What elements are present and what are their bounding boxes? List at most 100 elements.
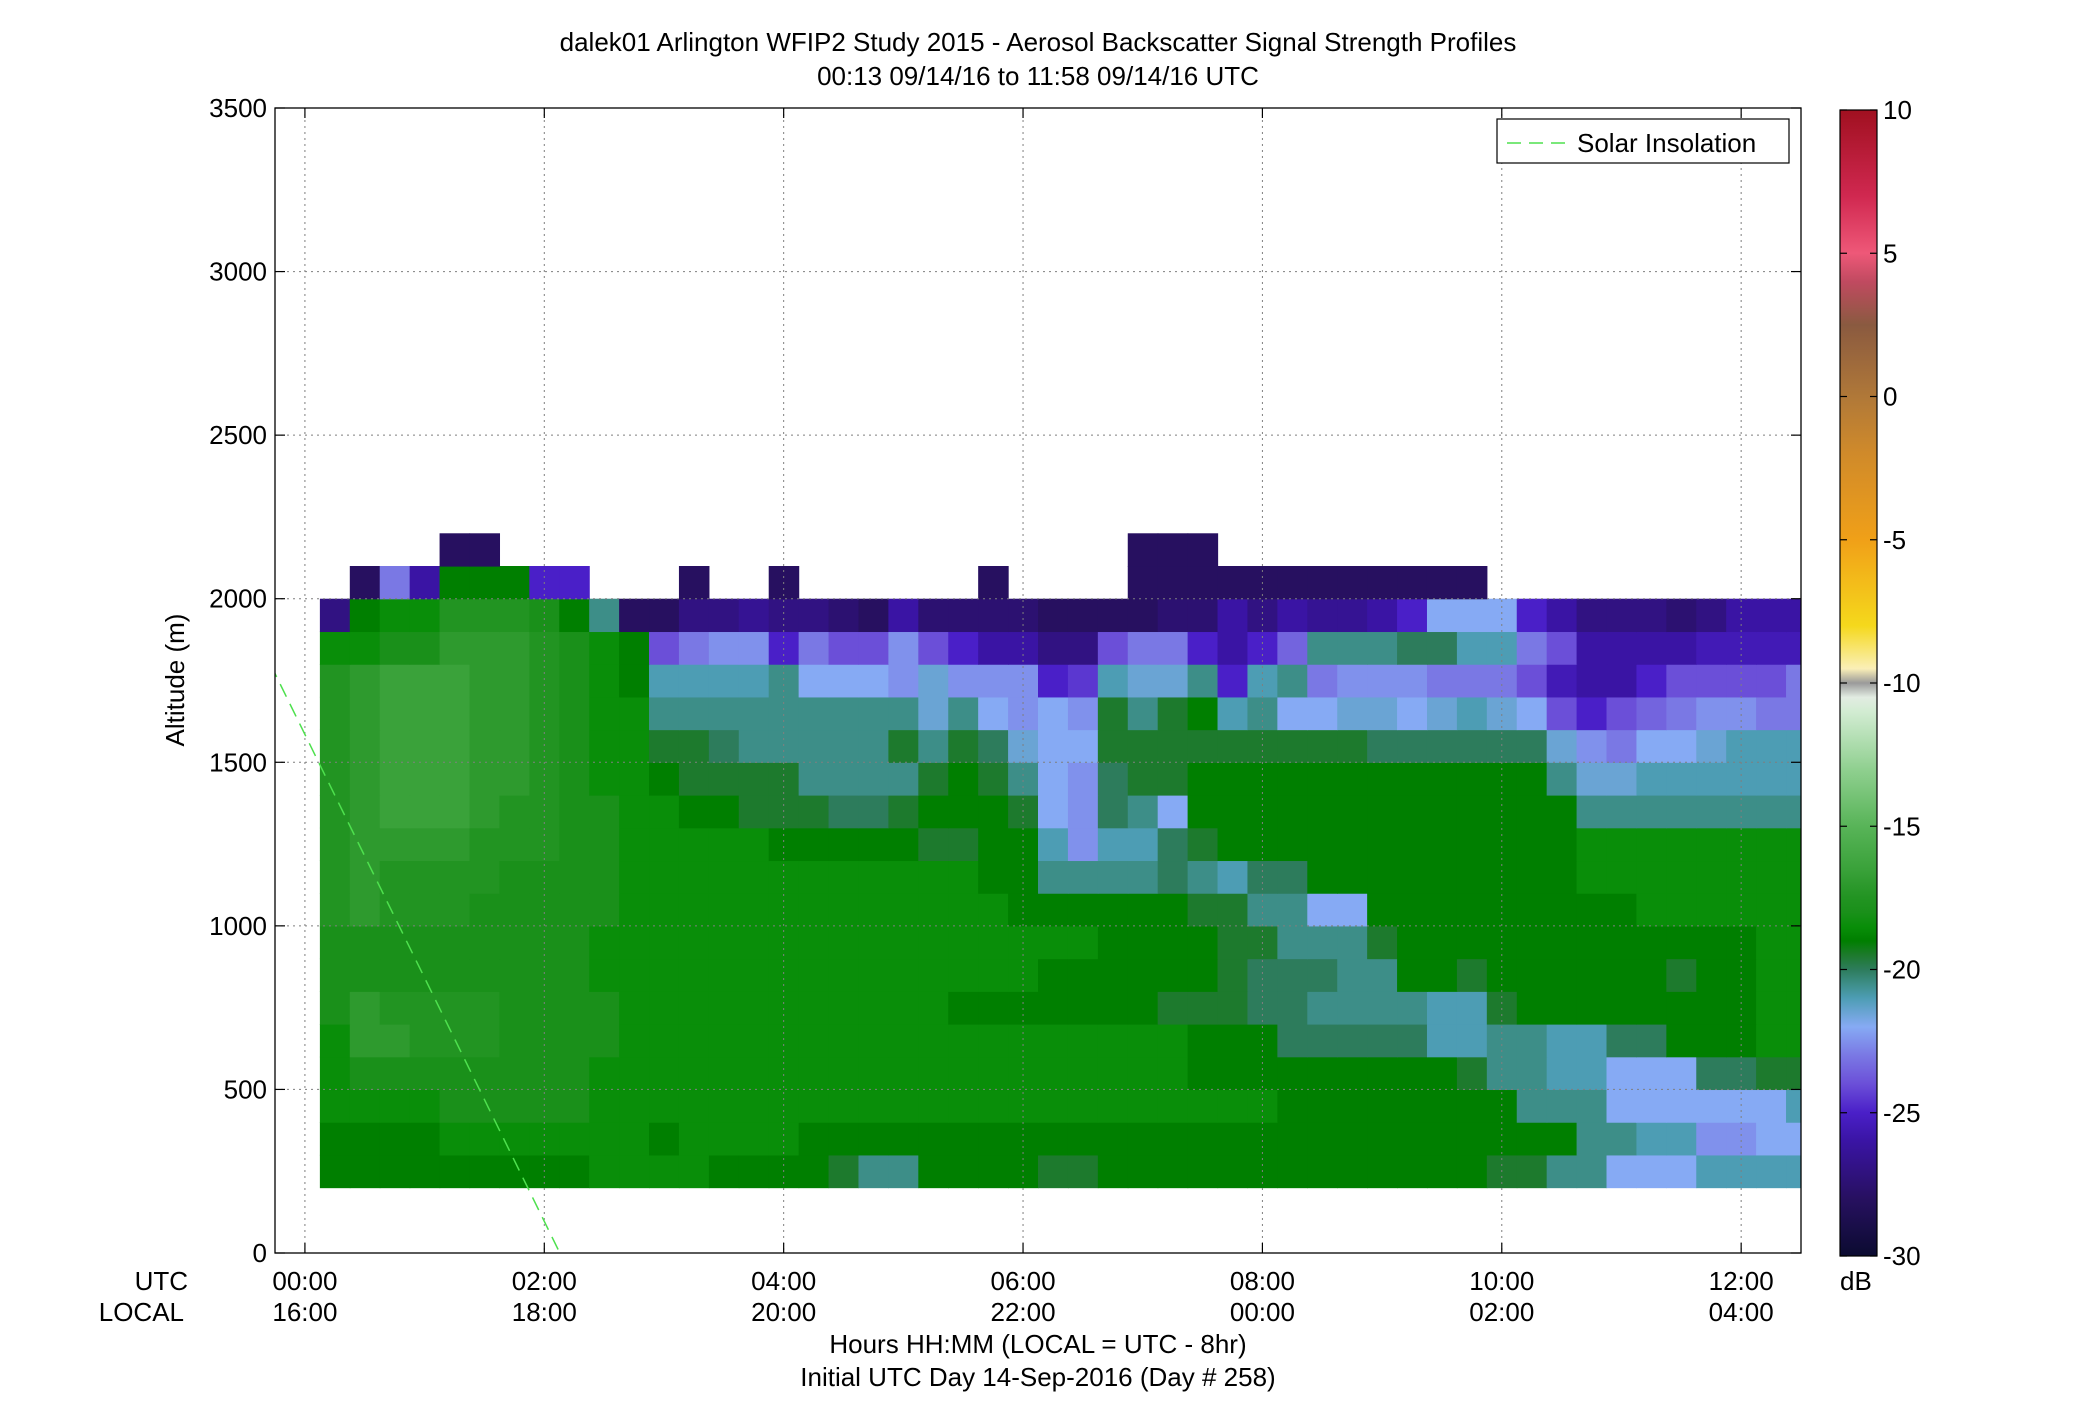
y-tick-label: 2500: [209, 420, 267, 450]
heatmap-cell: [1277, 762, 1308, 796]
heatmap-cell: [1456, 795, 1488, 829]
heatmap-cell: [1367, 566, 1398, 600]
heatmap-cell: [439, 729, 471, 763]
heatmap-cell: [828, 1122, 860, 1156]
x-tick-label-utc: 08:00: [1230, 1266, 1295, 1296]
heatmap-cell: [1546, 1089, 1578, 1123]
heatmap-cell: [1516, 795, 1548, 829]
heatmap-cell: [1127, 1122, 1159, 1156]
heatmap-cell: [978, 696, 1009, 731]
heatmap-cell: [619, 925, 650, 960]
heatmap-cell: [1337, 762, 1368, 796]
heatmap-cell: [1277, 598, 1308, 633]
heatmap-cell: [1546, 696, 1578, 731]
heatmap-cell: [1247, 762, 1278, 796]
heatmap-cell: [1277, 1089, 1308, 1123]
heatmap-cell: [1157, 958, 1189, 992]
heatmap-cell: [1995, 664, 2026, 697]
heatmap-cell: [1097, 1089, 1129, 1123]
heatmap-cell: [1187, 925, 1219, 960]
heatmap-cell: [1995, 762, 2026, 795]
heatmap-cell: [1516, 598, 1548, 633]
heatmap-cell: [888, 958, 919, 992]
heatmap-cell: [708, 729, 740, 763]
x-tick-label-utc: 12:00: [1709, 1266, 1774, 1296]
heatmap-cell: [1546, 1056, 1578, 1091]
heatmap-cell: [2055, 926, 2086, 959]
heatmap-cell: [1726, 664, 1757, 698]
heatmap-cell: [858, 1154, 889, 1189]
heatmap-cell: [1516, 1089, 1548, 1123]
x-tick-label-local: 04:00: [1709, 1297, 1774, 1327]
heatmap-cell: [1337, 664, 1368, 698]
heatmap-cell: [798, 762, 830, 796]
heatmap-cell: [1486, 762, 1518, 796]
heatmap-cell: [1397, 893, 1428, 927]
heatmap-cell: [1067, 991, 1099, 1025]
heatmap-cell: [589, 762, 620, 796]
heatmap-cell: [499, 1089, 530, 1123]
heatmap-cell: [529, 1056, 560, 1091]
heatmap-cell: [708, 925, 740, 960]
heatmap-cell: [708, 1122, 740, 1156]
heatmap-cell: [828, 925, 860, 960]
heatmap-cell: [349, 664, 381, 698]
heatmap-cell: [1127, 1024, 1159, 1058]
heatmap-cell: [469, 1056, 501, 1091]
heatmap-cell: [948, 795, 979, 829]
heatmap-cell: [1187, 566, 1219, 600]
heatmap-cell: [1337, 1089, 1368, 1123]
heatmap-cell: [1576, 729, 1608, 763]
colorbar-tick-label: 0: [1883, 382, 1897, 412]
heatmap-cell: [649, 1154, 680, 1189]
heatmap-cell: [678, 991, 710, 1025]
heatmap-cell: [1367, 696, 1398, 731]
heatmap-cell: [1307, 1154, 1338, 1189]
heatmap-cell: [619, 860, 650, 894]
heatmap-cell: [1217, 664, 1249, 698]
heatmap-cell: [1247, 1056, 1278, 1091]
heatmap-cell: [1277, 925, 1308, 960]
heatmap-cell: [1187, 958, 1219, 992]
heatmap-cell: [1067, 762, 1099, 796]
heatmap-cell: [1666, 1056, 1697, 1091]
heatmap-cell: [1936, 1122, 1967, 1155]
heatmap-cell: [1097, 631, 1129, 665]
heatmap-cell: [1067, 1089, 1099, 1123]
heatmap-cell: [1966, 599, 1997, 632]
heatmap-cell: [1038, 860, 1069, 894]
heatmap-cell: [678, 827, 710, 862]
heatmap-cell: [2085, 860, 2098, 893]
heatmap-cell: [1217, 893, 1249, 927]
heatmap-cell: [499, 1056, 530, 1091]
heatmap-cell: [1097, 860, 1129, 894]
heatmap-cell: [1426, 1089, 1458, 1123]
heatmap-cell: [1516, 664, 1548, 698]
heatmap-cell: [1936, 795, 1967, 828]
heatmap-cell: [738, 860, 770, 894]
heatmap-cell: [1337, 827, 1368, 862]
heatmap-cell: [1936, 1057, 1967, 1090]
heatmap-cell: [1995, 828, 2026, 861]
heatmap-cell: [888, 827, 919, 862]
heatmap-cell: [858, 1056, 889, 1091]
heatmap-cell: [2025, 730, 2056, 763]
heatmap-cell: [2025, 795, 2056, 828]
heatmap-cell: [918, 696, 949, 731]
heatmap-cell: [1576, 925, 1608, 960]
heatmap-cell: [349, 827, 381, 862]
heatmap-cell: [1576, 795, 1608, 829]
heatmap-cell: [319, 958, 351, 992]
heatmap-cell: [1516, 1122, 1548, 1156]
heatmap-cell: [1277, 1122, 1308, 1156]
heatmap-cell: [559, 1089, 590, 1123]
heatmap-cell: [828, 1024, 860, 1058]
heatmap-cell: [738, 696, 770, 731]
colorbar-tick-label: -25: [1883, 1098, 1921, 1128]
heatmap-cell: [1008, 696, 1039, 731]
heatmap-cell: [978, 795, 1009, 829]
heatmap-cell: [918, 860, 949, 894]
heatmap-cell: [1786, 893, 1801, 927]
heatmap-cell: [1995, 795, 2026, 828]
